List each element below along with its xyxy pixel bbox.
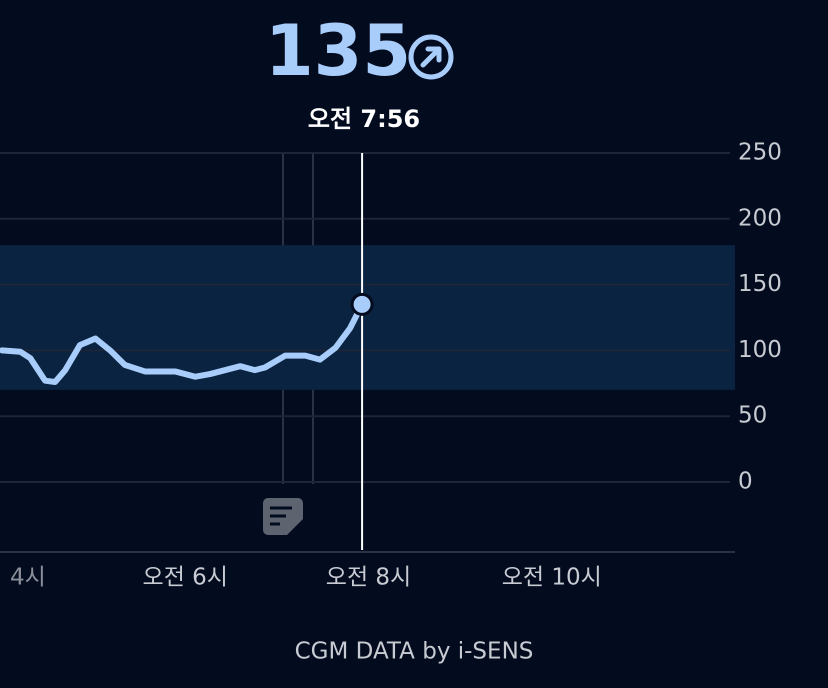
current-time: 오전 7:56 — [308, 105, 420, 133]
note-icon[interactable] — [263, 498, 303, 535]
x-tick-label: 오전 10시 — [502, 565, 602, 591]
x-tick-label: 오전 6시 — [143, 565, 228, 591]
y-tick-label: 200 — [738, 205, 782, 231]
x-tick-label: 4시 — [10, 565, 46, 591]
y-tick-label: 100 — [738, 337, 782, 363]
footer: CGM DATA by i-SENS — [295, 639, 534, 665]
y-tick-label: 50 — [738, 403, 767, 429]
y-tick-label: 150 — [738, 271, 782, 297]
glucose-line — [0, 301, 366, 385]
x-tick-label: 오전 8시 — [326, 565, 411, 591]
trend-arrow — [408, 34, 454, 80]
current-point — [350, 292, 374, 316]
target-range — [0, 245, 735, 390]
y-tick-label: 250 — [738, 140, 782, 166]
current-value: 135 — [265, 10, 411, 92]
y-tick-label: 0 — [738, 469, 753, 495]
